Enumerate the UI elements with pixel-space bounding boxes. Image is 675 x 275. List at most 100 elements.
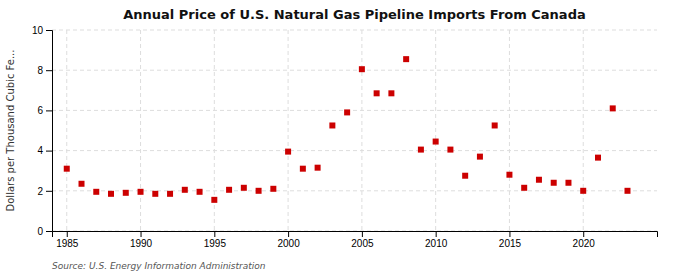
tick-label: 2000 xyxy=(277,238,300,249)
tick: 4 xyxy=(37,145,52,156)
tick-mark xyxy=(46,151,52,152)
source: Source: U.S. Energy Information Administ… xyxy=(52,261,266,271)
point xyxy=(167,191,173,197)
point xyxy=(492,122,498,128)
tick-label: 0 xyxy=(37,226,43,237)
tick-mark xyxy=(583,231,584,237)
point xyxy=(580,188,586,194)
grid-line xyxy=(509,30,510,231)
tick-mark xyxy=(46,191,52,192)
tick-label: 1990 xyxy=(130,238,153,249)
tick-mark xyxy=(214,231,215,237)
tick-label: 8 xyxy=(37,65,43,76)
tick-mark xyxy=(46,30,52,31)
grid-line xyxy=(52,30,657,31)
grid-line xyxy=(52,70,657,71)
tick-label: 2015 xyxy=(499,238,522,249)
grid-line xyxy=(66,30,67,231)
tick-mark xyxy=(67,231,68,237)
tick-mark xyxy=(46,70,52,71)
x-axis: 1985 1990 1995 2000 2005 2010 2015 2020 xyxy=(53,231,658,249)
point xyxy=(388,90,394,96)
point xyxy=(123,190,129,196)
point xyxy=(64,166,70,172)
point xyxy=(506,172,512,178)
tick: 2000 xyxy=(277,231,300,249)
grid-line xyxy=(52,110,657,111)
point xyxy=(285,149,291,155)
point xyxy=(211,197,217,203)
point xyxy=(610,105,616,111)
point xyxy=(300,166,306,172)
tick-label: 2005 xyxy=(351,238,374,249)
point xyxy=(197,189,203,195)
tick: 2 xyxy=(37,186,52,197)
tick: 8 xyxy=(37,65,52,76)
tick-mark xyxy=(288,231,289,237)
point xyxy=(241,185,247,191)
tick: 10 xyxy=(32,25,52,36)
tick: 0 xyxy=(37,226,52,237)
tick: 2015 xyxy=(499,231,522,249)
point xyxy=(462,173,468,179)
point xyxy=(521,185,527,191)
point xyxy=(93,189,99,195)
tick-label: 10 xyxy=(32,25,44,36)
point xyxy=(226,187,232,193)
point xyxy=(152,191,158,197)
point xyxy=(477,154,483,160)
point xyxy=(108,191,114,197)
points xyxy=(64,56,631,203)
tick-label: 2010 xyxy=(425,238,448,249)
grid-line xyxy=(361,30,362,231)
y-axis: 0 2 4 6 8 10 xyxy=(32,25,53,237)
tick-label: 4 xyxy=(37,145,43,156)
y-axis-label: Dollars per Thousand Cubic Fe... xyxy=(5,50,16,212)
point xyxy=(138,189,144,195)
point xyxy=(433,139,439,145)
grid xyxy=(52,30,657,231)
title: Annual Price of U.S. Natural Gas Pipelin… xyxy=(123,7,585,22)
point xyxy=(536,177,542,183)
point xyxy=(374,90,380,96)
tick-mark xyxy=(362,231,363,237)
point xyxy=(256,188,262,194)
plot: 1985 1990 1995 2000 2005 2010 2015 2020 0 2 4 6 8 10 xyxy=(32,25,658,249)
tick: 2020 xyxy=(573,231,596,249)
point xyxy=(403,56,409,62)
tick-mark xyxy=(141,231,142,237)
point xyxy=(551,180,557,186)
tick-label: 2020 xyxy=(573,238,596,249)
tick-label: 2 xyxy=(37,186,43,197)
point xyxy=(447,147,453,153)
axis-line xyxy=(46,31,53,232)
point xyxy=(329,122,335,128)
point xyxy=(418,147,424,153)
grid-line xyxy=(52,150,657,151)
tick-label: 1985 xyxy=(56,238,79,249)
chart: 1985 1990 1995 2000 2005 2010 2015 2020 0 2 4 6 8 10 A… xyxy=(0,0,675,275)
point xyxy=(344,109,350,115)
grid-line xyxy=(140,30,141,231)
tick: 1995 xyxy=(204,231,227,249)
point xyxy=(270,186,276,192)
point xyxy=(595,155,601,161)
point xyxy=(624,188,630,194)
point xyxy=(565,180,571,186)
point xyxy=(79,181,85,187)
point xyxy=(182,187,188,193)
tick-label: 1995 xyxy=(204,238,227,249)
tick: 2010 xyxy=(425,231,448,249)
tick: 2005 xyxy=(351,231,374,249)
tick: 1990 xyxy=(130,231,153,249)
tick: 1985 xyxy=(56,231,79,249)
grid-line xyxy=(583,30,584,231)
point xyxy=(359,66,365,72)
tick: 6 xyxy=(37,105,52,116)
point xyxy=(315,165,321,171)
tick-mark xyxy=(46,231,52,232)
tick-mark xyxy=(509,231,510,237)
tick-mark xyxy=(436,231,437,237)
grid-line xyxy=(435,30,436,231)
tick-mark xyxy=(46,110,52,111)
